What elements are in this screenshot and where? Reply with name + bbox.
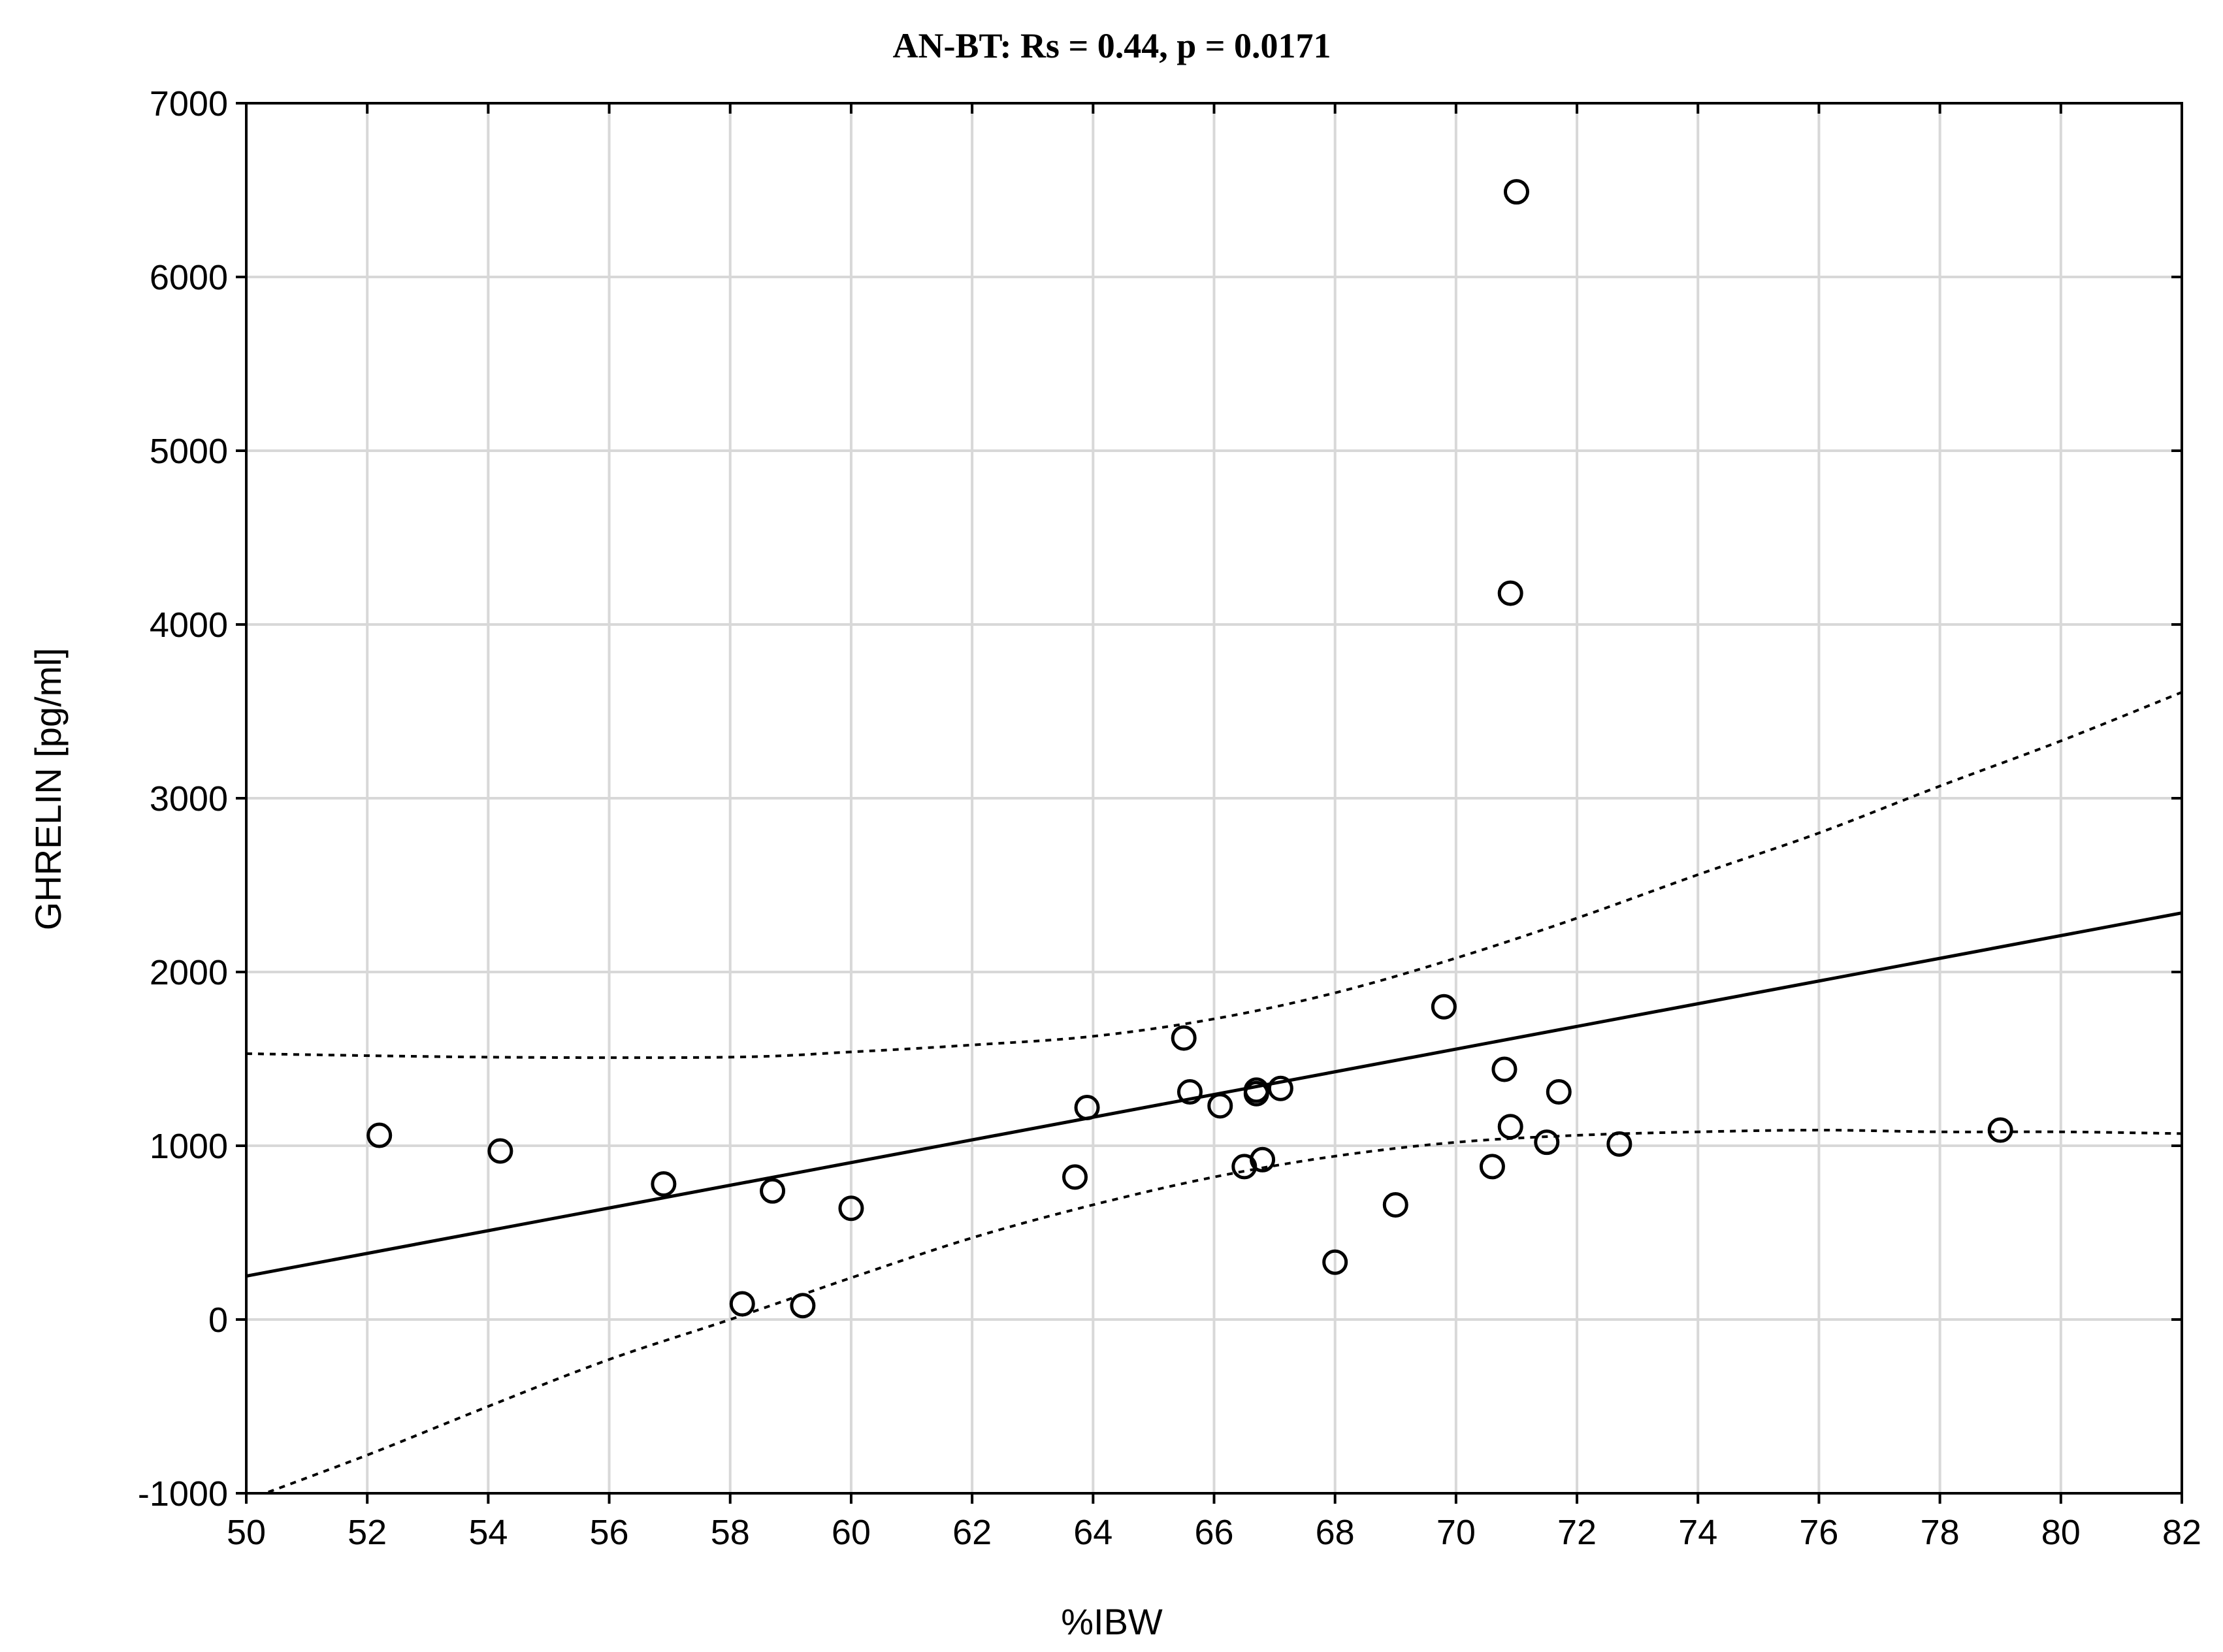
data-point [487, 1138, 513, 1164]
x-tick-label: 78 [1921, 1513, 1960, 1552]
data-point [366, 1122, 393, 1148]
x-tick-label: 74 [1678, 1513, 1717, 1552]
data-point [1250, 1146, 1276, 1173]
x-tick-label: 82 [2162, 1513, 2201, 1552]
y-tick-label: 1000 [150, 1127, 228, 1166]
data-point [838, 1195, 864, 1222]
data-point [1606, 1131, 1632, 1157]
data-point [729, 1291, 755, 1317]
regression-line [246, 911, 2182, 1278]
y-tick-label: 5000 [150, 432, 228, 471]
y-tick-label: 3000 [150, 779, 228, 818]
data-point [1503, 179, 1529, 205]
y-tick-label: 0 [208, 1301, 228, 1340]
x-tick-label: 60 [832, 1513, 871, 1552]
x-tick-label: 64 [1073, 1513, 1112, 1552]
data-point [1267, 1075, 1293, 1101]
data-point [1062, 1164, 1088, 1190]
x-tick-label: 66 [1194, 1513, 1233, 1552]
points-layer [366, 179, 2013, 1319]
lines-layer [246, 690, 2182, 1493]
data-point [1207, 1093, 1233, 1119]
data-point [1074, 1094, 1100, 1120]
y-tick-label: -1000 [138, 1474, 228, 1514]
x-tick-label: 52 [348, 1513, 387, 1552]
data-point [1534, 1129, 1560, 1156]
x-axis-label: %IBW [1061, 1601, 1163, 1642]
data-point [1497, 1114, 1523, 1140]
data-point [790, 1293, 816, 1319]
y-tick-label: 6000 [150, 258, 228, 297]
x-tick-label: 50 [227, 1513, 266, 1552]
y-tick-label: 2000 [150, 953, 228, 992]
data-point [1176, 1079, 1203, 1105]
confidence-band-lower [261, 1129, 2182, 1493]
chart-title: AN-BT: Rs = 0.44, p = 0.0171 [892, 26, 1331, 65]
data-point [1322, 1249, 1348, 1275]
x-tick-label: 56 [590, 1513, 629, 1552]
x-tick-label: 70 [1436, 1513, 1476, 1552]
data-point [1987, 1117, 2013, 1143]
y-tick-label: 4000 [150, 606, 228, 645]
data-point [1431, 994, 1457, 1020]
data-point [1497, 580, 1523, 606]
y-axis-label: GHRELIN [pg/ml] [27, 648, 69, 931]
ticks-layer: 50 52 54 56 58 60 62 64 66 68 70 72 74 76 78 80 82 -1000 0… [138, 84, 2201, 1552]
x-tick-label: 72 [1557, 1513, 1597, 1552]
data-point [1171, 1025, 1197, 1051]
data-point [1479, 1154, 1505, 1180]
data-point [1243, 1077, 1269, 1103]
x-tick-label: 80 [2041, 1513, 2081, 1552]
data-point [651, 1171, 677, 1197]
x-tick-label: 76 [1799, 1513, 1838, 1552]
x-tick-label: 58 [711, 1513, 750, 1552]
x-tick-label: 68 [1316, 1513, 1355, 1552]
data-point [1491, 1056, 1517, 1082]
data-point [1382, 1191, 1408, 1218]
data-point [1546, 1079, 1572, 1105]
data-point [760, 1178, 786, 1204]
x-tick-label: 62 [952, 1513, 992, 1552]
x-tick-label: 54 [468, 1513, 508, 1552]
y-tick-label: 7000 [150, 84, 228, 123]
grid-layer [246, 103, 2182, 1493]
